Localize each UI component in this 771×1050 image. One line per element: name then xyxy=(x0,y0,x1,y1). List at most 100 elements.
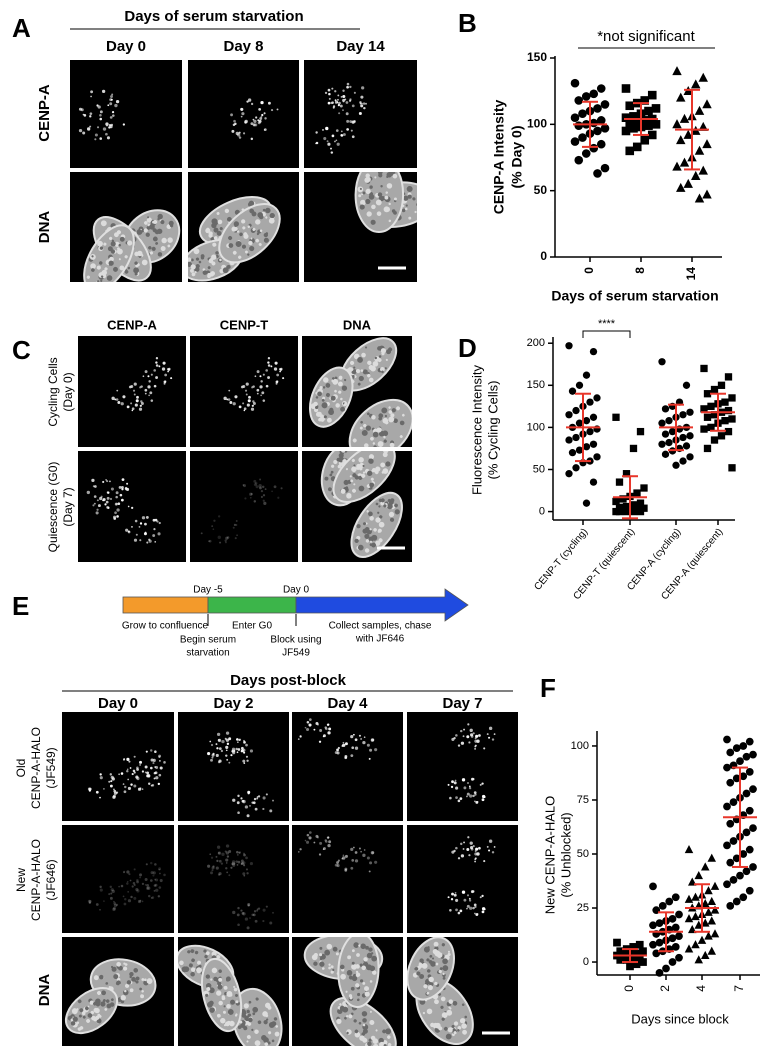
label: C xyxy=(12,335,31,365)
texture xyxy=(90,1010,95,1015)
spot xyxy=(139,539,142,542)
spot xyxy=(159,760,161,762)
spot xyxy=(225,745,229,749)
point xyxy=(672,161,682,171)
point xyxy=(729,798,738,807)
point xyxy=(582,499,591,507)
texture xyxy=(346,493,352,499)
spot xyxy=(259,117,263,121)
spot xyxy=(228,874,231,877)
spot xyxy=(450,898,454,901)
spot xyxy=(269,809,273,813)
texture xyxy=(366,211,372,217)
spot xyxy=(154,750,157,753)
texture xyxy=(313,407,319,413)
spot xyxy=(366,743,370,747)
spot xyxy=(306,720,310,724)
spot xyxy=(139,899,142,902)
spot xyxy=(144,522,147,526)
spot xyxy=(232,402,236,406)
spot xyxy=(472,794,475,798)
spot xyxy=(252,400,255,403)
point xyxy=(586,427,594,436)
point xyxy=(676,92,686,102)
spot xyxy=(243,407,247,411)
point xyxy=(679,433,687,442)
spot xyxy=(253,500,257,503)
texture xyxy=(363,423,367,428)
spot xyxy=(253,910,257,913)
spot xyxy=(259,486,262,490)
spot xyxy=(275,380,279,384)
row-label: CENP-A-HALO xyxy=(29,839,43,921)
spot xyxy=(481,798,485,802)
spot xyxy=(351,120,355,124)
spot xyxy=(112,907,116,912)
texture xyxy=(375,502,379,506)
spot xyxy=(243,484,246,488)
point xyxy=(600,100,610,109)
spot xyxy=(225,867,228,870)
texture xyxy=(419,211,422,214)
texture xyxy=(133,967,139,973)
micrograph xyxy=(304,60,417,168)
spot xyxy=(226,742,230,746)
point xyxy=(629,112,638,121)
spot xyxy=(120,498,124,502)
spot xyxy=(252,118,255,121)
point xyxy=(694,193,705,203)
texture xyxy=(371,534,378,541)
point xyxy=(658,901,667,910)
spot xyxy=(474,747,476,750)
texture xyxy=(188,261,193,267)
texture xyxy=(424,200,429,205)
texture xyxy=(188,257,192,262)
spot xyxy=(89,125,92,128)
row-label: (Day 0) xyxy=(61,372,75,411)
spot xyxy=(127,890,130,893)
texture xyxy=(447,950,451,953)
spot xyxy=(488,839,493,843)
spot xyxy=(153,889,156,892)
spot xyxy=(460,741,465,745)
spot xyxy=(87,787,91,791)
spot xyxy=(158,521,161,525)
texture xyxy=(97,240,103,247)
texture xyxy=(263,237,269,243)
spot xyxy=(144,388,148,392)
point xyxy=(732,854,741,863)
spot xyxy=(99,796,101,799)
spot xyxy=(99,113,102,117)
texture xyxy=(364,991,370,997)
texture xyxy=(340,973,346,980)
texture xyxy=(351,963,357,970)
texture xyxy=(334,376,338,380)
point xyxy=(686,453,694,461)
point xyxy=(622,956,631,964)
x-tick-label: 0 xyxy=(582,267,596,274)
spot xyxy=(250,137,254,141)
texture xyxy=(250,237,253,240)
spot xyxy=(219,541,222,544)
spot xyxy=(99,908,101,911)
texture xyxy=(222,1010,226,1014)
spot xyxy=(133,896,137,900)
point xyxy=(632,117,642,126)
point xyxy=(729,876,738,884)
texture xyxy=(205,974,211,979)
spot xyxy=(133,538,138,542)
spot xyxy=(236,534,238,537)
texture xyxy=(351,961,355,965)
texture xyxy=(237,1025,242,1030)
spot xyxy=(109,896,113,900)
texture xyxy=(378,416,383,421)
texture xyxy=(378,505,381,508)
texture xyxy=(399,435,403,439)
spot xyxy=(243,864,246,867)
texture xyxy=(331,464,335,468)
spot xyxy=(479,896,482,899)
texture xyxy=(252,227,256,231)
spot xyxy=(97,504,101,508)
texture xyxy=(384,195,389,200)
texture xyxy=(257,1020,262,1025)
